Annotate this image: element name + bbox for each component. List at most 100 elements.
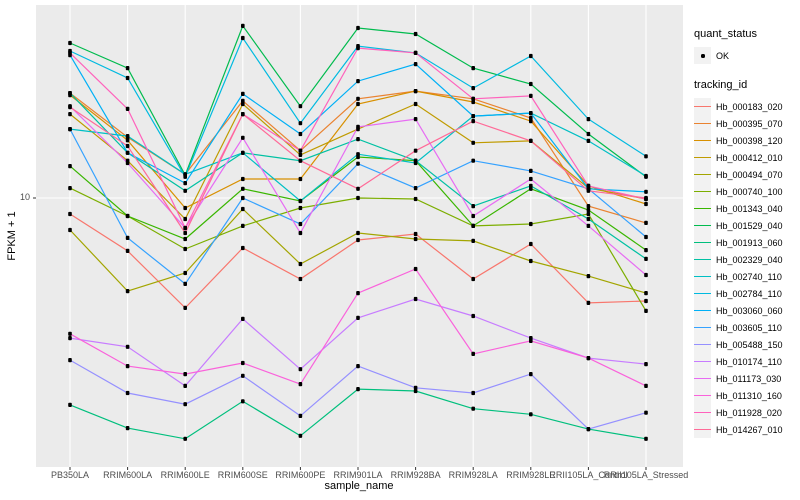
- legend-label: Hb_000740_100: [716, 186, 783, 197]
- legend-key-line-icon: [694, 370, 711, 387]
- point-marker: [356, 124, 360, 129]
- point-marker: [529, 338, 533, 343]
- point-marker: [68, 50, 72, 55]
- point-marker: [356, 101, 360, 107]
- point-marker: [68, 164, 72, 169]
- legend-entry-Hb_014267_010: Hb_014267_010: [694, 421, 800, 438]
- point-marker: [356, 186, 360, 191]
- series-color-line: [694, 224, 711, 226]
- point-marker: [68, 40, 72, 46]
- legend: quant_status OK tracking_id Hb_000183_02…: [694, 28, 800, 438]
- legend-entry-Hb_000494_070: Hb_000494_070: [694, 166, 800, 183]
- point-marker: [298, 176, 303, 182]
- point-marker: [413, 117, 418, 122]
- point-marker: [586, 211, 591, 217]
- point-marker: [644, 195, 648, 201]
- point-marker: [125, 289, 130, 294]
- point-marker: [298, 230, 303, 236]
- legend-label: Hb_002784_110: [716, 288, 782, 299]
- point-marker: [241, 23, 245, 28]
- point-marker-icon: [700, 53, 705, 58]
- legend-label: Hb_000395_070: [716, 118, 783, 129]
- ok-point-key: [694, 47, 711, 64]
- point-marker: [183, 236, 187, 242]
- point-marker: [241, 195, 245, 201]
- point-marker: [471, 204, 475, 209]
- point-marker: [68, 186, 72, 191]
- x-tick-label: RRIM600LA: [103, 470, 153, 480]
- point-marker: [183, 205, 187, 211]
- legend-label: Hb_000494_070: [716, 169, 783, 180]
- legend-key-line-icon: [694, 234, 711, 251]
- x-axis-title: sample_name: [324, 480, 394, 492]
- point-marker: [644, 272, 648, 278]
- point-marker: [298, 158, 303, 163]
- point-marker: [68, 358, 72, 363]
- point-marker: [241, 316, 245, 321]
- series-color-line: [694, 190, 711, 192]
- series-color-line: [694, 139, 711, 141]
- point-marker: [241, 135, 245, 140]
- point-marker: [471, 313, 475, 319]
- point-marker: [644, 189, 648, 194]
- point-marker: [529, 81, 533, 87]
- x-tick-label: RRIM600PE: [275, 470, 326, 480]
- x-tick-label: RRIM901LA: [333, 470, 383, 480]
- legend-key-line-icon: [694, 251, 711, 268]
- point-marker: [125, 390, 130, 396]
- point-marker: [298, 104, 303, 109]
- point-marker: [125, 138, 130, 143]
- legend-key-line-icon: [694, 183, 711, 200]
- point-marker: [644, 173, 648, 179]
- legend-key-line-icon: [694, 98, 711, 115]
- point-marker: [298, 413, 303, 418]
- point-marker: [356, 230, 360, 236]
- x-tick-label: RRIM600LE: [160, 470, 210, 480]
- legend-label: Hb_001913_060: [716, 237, 783, 248]
- legend-entry-Hb_002329_040: Hb_002329_040: [694, 251, 800, 268]
- point-marker: [125, 143, 130, 149]
- legend-label: Hb_001529_040: [716, 220, 783, 231]
- point-marker: [183, 281, 187, 286]
- point-marker: [471, 86, 475, 91]
- point-marker: [644, 256, 648, 261]
- x-tick-label: RRIM928LE: [506, 470, 556, 480]
- point-marker: [413, 160, 418, 166]
- point-marker: [125, 213, 130, 219]
- point-marker: [471, 406, 475, 411]
- point-marker: [356, 161, 360, 166]
- series-color-line: [694, 360, 711, 362]
- point-marker: [298, 152, 303, 157]
- point-marker: [413, 385, 418, 390]
- point-marker: [471, 66, 475, 71]
- x-tick-label: PB350LA: [50, 470, 90, 480]
- legend-label: Hb_011310_160: [716, 390, 782, 401]
- point-marker: [241, 245, 245, 251]
- point-marker: [68, 105, 72, 110]
- legend-label-ok: OK: [716, 50, 730, 61]
- point-marker: [298, 221, 303, 227]
- point-marker: [529, 221, 533, 227]
- series-color-line: [694, 326, 711, 328]
- legend-label: Hb_011173_030: [716, 373, 782, 384]
- point-marker: [125, 426, 130, 431]
- point-marker: [68, 402, 72, 407]
- point-marker: [586, 216, 591, 222]
- legend-key-line-icon: [694, 387, 711, 404]
- legend-entry-Hb_001913_060: Hb_001913_060: [694, 234, 800, 251]
- point-marker: [125, 134, 130, 139]
- point-marker: [183, 230, 187, 236]
- point-marker: [356, 46, 360, 51]
- point-marker: [241, 399, 245, 404]
- legend-label: Hb_005488_150: [716, 339, 783, 350]
- series-color-line: [694, 258, 711, 260]
- point-marker: [125, 364, 130, 369]
- legend-title-tracking-id: tracking_id: [694, 79, 748, 91]
- point-marker: [586, 223, 591, 228]
- series-color-line: [694, 411, 711, 413]
- point-marker: [298, 433, 303, 438]
- legend-entry-ok: OK: [694, 47, 800, 64]
- point-marker: [356, 79, 360, 84]
- x-tick-label: RRII105LA_Stressed: [603, 470, 689, 480]
- legend-key-line-icon: [694, 166, 711, 183]
